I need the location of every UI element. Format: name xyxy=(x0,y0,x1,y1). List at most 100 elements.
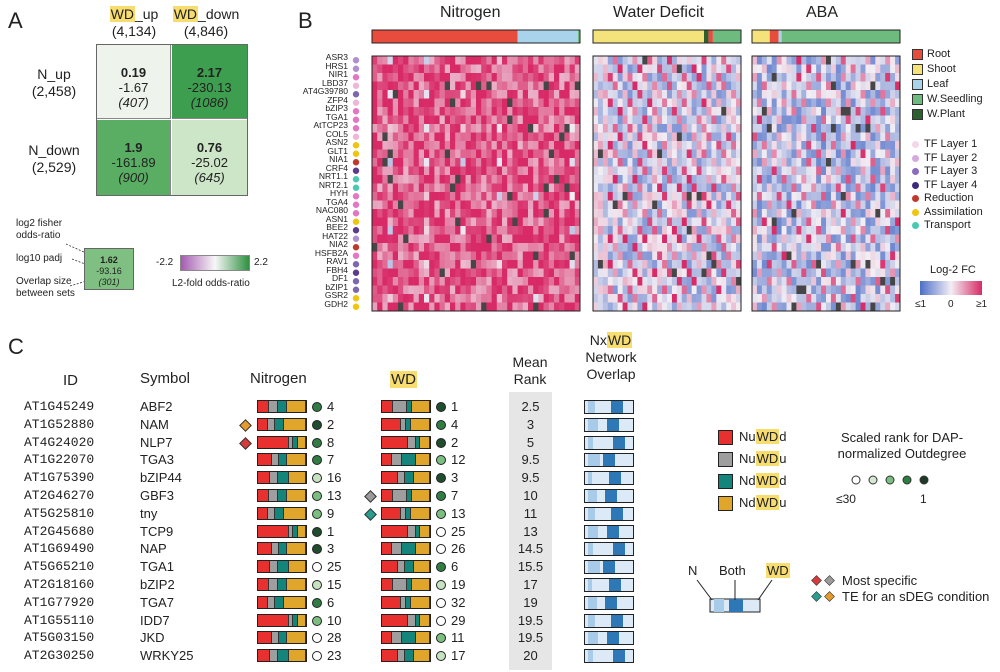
heatmap-cell xyxy=(766,192,773,201)
heatmap-cell xyxy=(806,251,812,261)
heatmap-cell xyxy=(429,81,435,91)
mean-rank-column-bg xyxy=(509,392,552,670)
heatmap-cell xyxy=(860,149,866,159)
heatmap-cell xyxy=(850,285,856,295)
heatmap-cell xyxy=(647,200,653,210)
heatmap-cell xyxy=(593,141,599,150)
heatmap-cell xyxy=(806,166,812,176)
heatmap-cell xyxy=(875,149,881,159)
heatmap-cell xyxy=(766,260,773,269)
heatmap-cell xyxy=(481,132,487,142)
heatmap-cell xyxy=(554,268,560,278)
heatmap-cell xyxy=(522,302,529,312)
heatmap-cell xyxy=(850,158,856,167)
heatmap-cell xyxy=(418,115,425,125)
heatmap-cell xyxy=(671,64,678,74)
heatmap-cell xyxy=(569,294,576,303)
bar-segment xyxy=(415,543,430,555)
heatmap-cell xyxy=(612,81,618,91)
heatmap-cell xyxy=(781,141,787,150)
heatmap-cell xyxy=(860,243,866,252)
heatmap-cell xyxy=(835,64,842,74)
heatmap-cell xyxy=(766,209,773,218)
heatmap-cell xyxy=(496,294,503,303)
heatmap-cell xyxy=(382,98,388,108)
heatmap-cell xyxy=(860,141,866,150)
heatmap-cell xyxy=(481,302,487,312)
heatmap-cell xyxy=(622,166,628,176)
heatmap-cell xyxy=(543,149,550,159)
heatmap-cell xyxy=(502,243,508,252)
heatmap-cell xyxy=(830,260,837,269)
heatmap-cell xyxy=(512,226,518,235)
heatmap-cell xyxy=(776,175,782,184)
heatmap-cell xyxy=(721,158,727,167)
rank-dot xyxy=(436,615,446,626)
heatmap-cell xyxy=(470,107,477,116)
heatmap-cell xyxy=(657,81,663,91)
heatmap-cell xyxy=(691,302,697,312)
heatmap-cell xyxy=(512,234,518,244)
gene-category-dot xyxy=(352,184,360,191)
heatmap-cell xyxy=(721,166,727,176)
row-n-rank: 16 xyxy=(327,470,342,486)
heatmap-cell xyxy=(890,209,896,218)
heatmap-cell xyxy=(647,268,653,278)
heatmap-cell xyxy=(791,175,797,184)
heatmap-cell xyxy=(726,166,732,176)
heatmap-cell xyxy=(612,285,618,295)
heatmap-cell xyxy=(372,192,378,201)
heatmap-cell xyxy=(377,141,383,150)
heatmap-cell xyxy=(835,285,842,295)
heatmap-cell xyxy=(781,81,787,91)
header-symbol: Symbol xyxy=(140,370,191,387)
heatmap-cell xyxy=(434,200,440,210)
heatmap-cell xyxy=(470,217,477,227)
heatmap-cell xyxy=(711,56,717,65)
heatmap-cell xyxy=(637,192,643,201)
heatmap-cell xyxy=(786,277,792,286)
heatmap-cell xyxy=(622,192,628,201)
key-label-odds: log2 fisher odds-ratio xyxy=(16,218,63,241)
heatmap-cell xyxy=(786,209,792,218)
heatmap-cell xyxy=(816,132,822,142)
heatmap-cell xyxy=(890,81,896,91)
row-wd-rank: 19 xyxy=(451,577,466,592)
heatmap-cell xyxy=(502,268,508,278)
heatmap-cell xyxy=(771,294,777,303)
heatmap-cell xyxy=(569,149,576,159)
heatmap-cell xyxy=(465,90,472,99)
heatmap-cell xyxy=(538,90,544,99)
heatmap-cell xyxy=(855,90,861,99)
heatmap-cell xyxy=(554,124,560,133)
heatmap-cell xyxy=(880,56,886,65)
heatmap-cell xyxy=(538,260,544,269)
heatmap-cell xyxy=(377,132,383,142)
heatmap-cell xyxy=(691,260,697,269)
gene-label: NIA2 xyxy=(329,239,348,249)
heatmap-cell xyxy=(816,141,822,150)
heatmap-cell xyxy=(528,243,534,252)
heatmap-cell xyxy=(681,175,688,184)
heatmap-cell xyxy=(528,64,534,74)
bar-segment xyxy=(258,490,269,501)
heatmap-cell xyxy=(801,90,807,99)
heatmap-cell xyxy=(554,64,560,74)
heatmap-cell xyxy=(776,115,782,125)
heatmap-cell xyxy=(696,192,702,201)
bar-segment xyxy=(382,650,398,662)
heatmap-cell xyxy=(481,98,487,108)
heatmap-cell xyxy=(686,200,692,210)
heatmap-cell xyxy=(875,285,881,295)
row-mean-rank: 5 xyxy=(526,434,535,450)
heatmap-cell xyxy=(801,56,807,65)
heatmap-cell xyxy=(835,294,842,303)
heatmap-cell xyxy=(637,226,643,235)
heatmap-cell xyxy=(481,149,487,159)
heatmap-cell xyxy=(766,226,773,235)
heatmap-cell xyxy=(528,73,534,82)
heatmap-cell xyxy=(830,132,837,142)
heatmap-cell xyxy=(875,251,881,261)
heatmap-cell xyxy=(617,175,623,184)
heatmap-cell xyxy=(821,98,827,108)
